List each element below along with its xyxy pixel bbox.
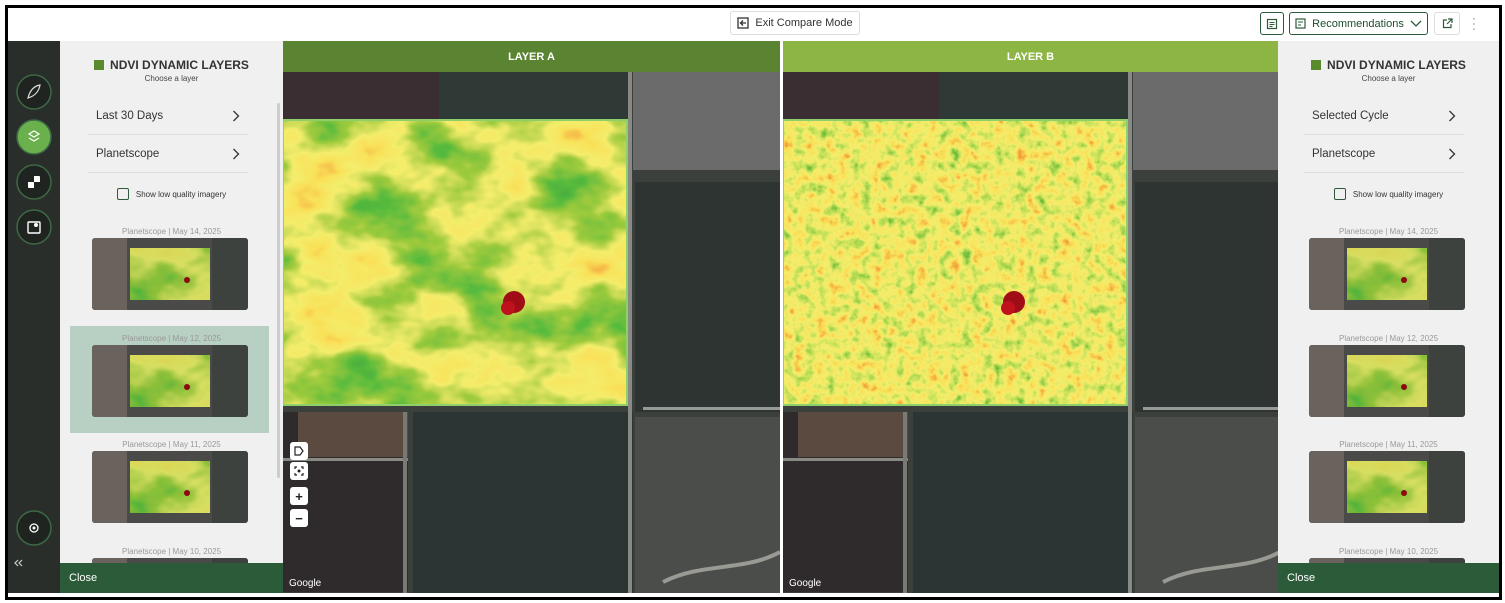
layer-header: LAYER B — [783, 41, 1278, 72]
image-thumbnail[interactable] — [1309, 557, 1465, 563]
exit-icon — [737, 17, 750, 29]
option-label: Selected Cycle — [1312, 109, 1389, 122]
app-window: Exit Compare Mode Recommendations NDVI D… — [5, 5, 1502, 600]
image-caption: Planetscope | May 11, 2025 — [122, 440, 221, 449]
external-icon — [1442, 18, 1453, 29]
map-imagery — [783, 72, 1278, 593]
thumbnail-image — [92, 238, 248, 310]
thumbnail-image — [92, 557, 248, 563]
option-label: Planetscope — [96, 147, 160, 160]
scrollbar — [277, 103, 280, 478]
map-tool-button[interactable] — [290, 442, 308, 460]
satellite-map: + − Google — [283, 72, 780, 593]
title-square — [94, 60, 105, 70]
image-caption: Planetscope | May 10, 2025 — [1338, 546, 1439, 556]
image-caption: Planetscope | May 12, 2025 — [121, 333, 222, 343]
panel-title: NDVI DYNAMIC LAYERS — [1327, 58, 1466, 72]
recommendations-label: Recommendations — [1312, 17, 1404, 30]
checkbox-label: Show low quality imagery — [135, 189, 227, 199]
chevron-right — [1449, 110, 1456, 121]
rail-button[interactable] — [16, 209, 52, 245]
image-caption: Planetscope | May 12, 2025 — [1338, 333, 1439, 343]
layer-panel: NDVI DYNAMIC LAYERS Choose a layer Last 30… — [60, 41, 283, 563]
fit-icon — [294, 466, 304, 476]
image-thumbnail[interactable] — [92, 557, 248, 563]
layer-header: LAYER A — [283, 41, 780, 72]
recommendations-icon — [1295, 18, 1306, 29]
dropdown-chevron — [1410, 20, 1422, 27]
rail-button[interactable] — [16, 74, 52, 110]
thumbnail-image — [92, 451, 248, 523]
image-thumbnail[interactable] — [92, 344, 248, 417]
collapse-button[interactable] — [14, 559, 23, 567]
thumbnail-image — [1309, 557, 1465, 563]
layer-option[interactable]: Planetscope — [1304, 135, 1464, 173]
checkbox-box — [1333, 188, 1346, 200]
zoom-button[interactable]: − — [290, 509, 308, 527]
image-caption: Planetscope | May 10, 2025 — [121, 546, 222, 556]
thumbnail-image — [92, 344, 248, 417]
low-quality-checkbox[interactable]: Show low quality imagery — [60, 188, 283, 200]
image-caption: Planetscope | May 14, 2025 — [121, 227, 222, 236]
satellite-map: Google — [783, 72, 1278, 593]
image-thumbnail[interactable] — [92, 238, 248, 310]
icon-rail — [8, 41, 60, 593]
map-imagery — [283, 72, 780, 593]
exit-compare-button[interactable]: Exit Compare Mode — [730, 11, 860, 35]
map-attribution: Google — [789, 578, 822, 589]
option-label: Last 30 Days — [96, 109, 164, 122]
settings-button[interactable] — [16, 510, 52, 546]
layer-option[interactable]: Planetscope — [88, 135, 248, 173]
title-square — [1311, 60, 1322, 70]
thumbnail-image — [1309, 344, 1465, 417]
thumbnail-image — [1309, 238, 1465, 310]
chevron-right — [1449, 148, 1456, 159]
option-label: Planetscope — [1312, 147, 1376, 160]
image-thumbnail[interactable] — [92, 451, 248, 523]
image-thumbnail[interactable] — [1309, 344, 1465, 417]
layer-option[interactable]: Selected Cycle — [1304, 97, 1464, 135]
draw-icon — [294, 446, 304, 456]
image-thumbnail[interactable] — [1309, 238, 1465, 310]
close-button[interactable]: Close — [1278, 563, 1499, 593]
image-caption: Planetscope | May 14, 2025 — [1338, 227, 1439, 236]
image-caption: Planetscope | May 11, 2025 — [1339, 440, 1438, 449]
open-external-button[interactable] — [1434, 12, 1460, 35]
panel-title: NDVI DYNAMIC LAYERS — [110, 58, 249, 72]
rail-button-active[interactable] — [16, 119, 52, 155]
notes-icon — [1266, 18, 1278, 29]
panel-title-row: NDVI DYNAMIC LAYERS — [60, 58, 283, 72]
zoom-button[interactable]: + — [290, 487, 308, 505]
low-quality-checkbox[interactable]: Show low quality imagery — [1278, 188, 1499, 200]
rail-button[interactable] — [16, 164, 52, 200]
thumbnail-image — [1309, 451, 1465, 523]
layer-panel: NDVI DYNAMIC LAYERS Choose a layer Selecte… — [1278, 41, 1499, 563]
map-tool-button[interactable] — [290, 462, 308, 480]
map-divider — [780, 41, 783, 593]
close-button[interactable]: Close — [60, 563, 283, 593]
panel-subtitle: Choose a layer — [1361, 74, 1416, 83]
notes-button[interactable] — [1260, 12, 1284, 35]
map-attribution: Google — [289, 578, 322, 589]
recommendations-button[interactable]: Recommendations — [1289, 12, 1428, 35]
image-thumbnail[interactable] — [1309, 451, 1465, 523]
exit-compare-label: Exit Compare Mode — [755, 17, 853, 29]
panel-title-row: NDVI DYNAMIC LAYERS — [1278, 58, 1499, 72]
panel-subtitle: Choose a layer — [144, 74, 199, 83]
chevron-right — [233, 110, 240, 121]
more-menu[interactable] — [1471, 17, 1477, 31]
chevron-right — [233, 148, 240, 159]
checkbox-box — [116, 188, 129, 200]
checkbox-label: Show low quality imagery — [1352, 189, 1444, 199]
layer-option[interactable]: Last 30 Days — [88, 97, 248, 135]
